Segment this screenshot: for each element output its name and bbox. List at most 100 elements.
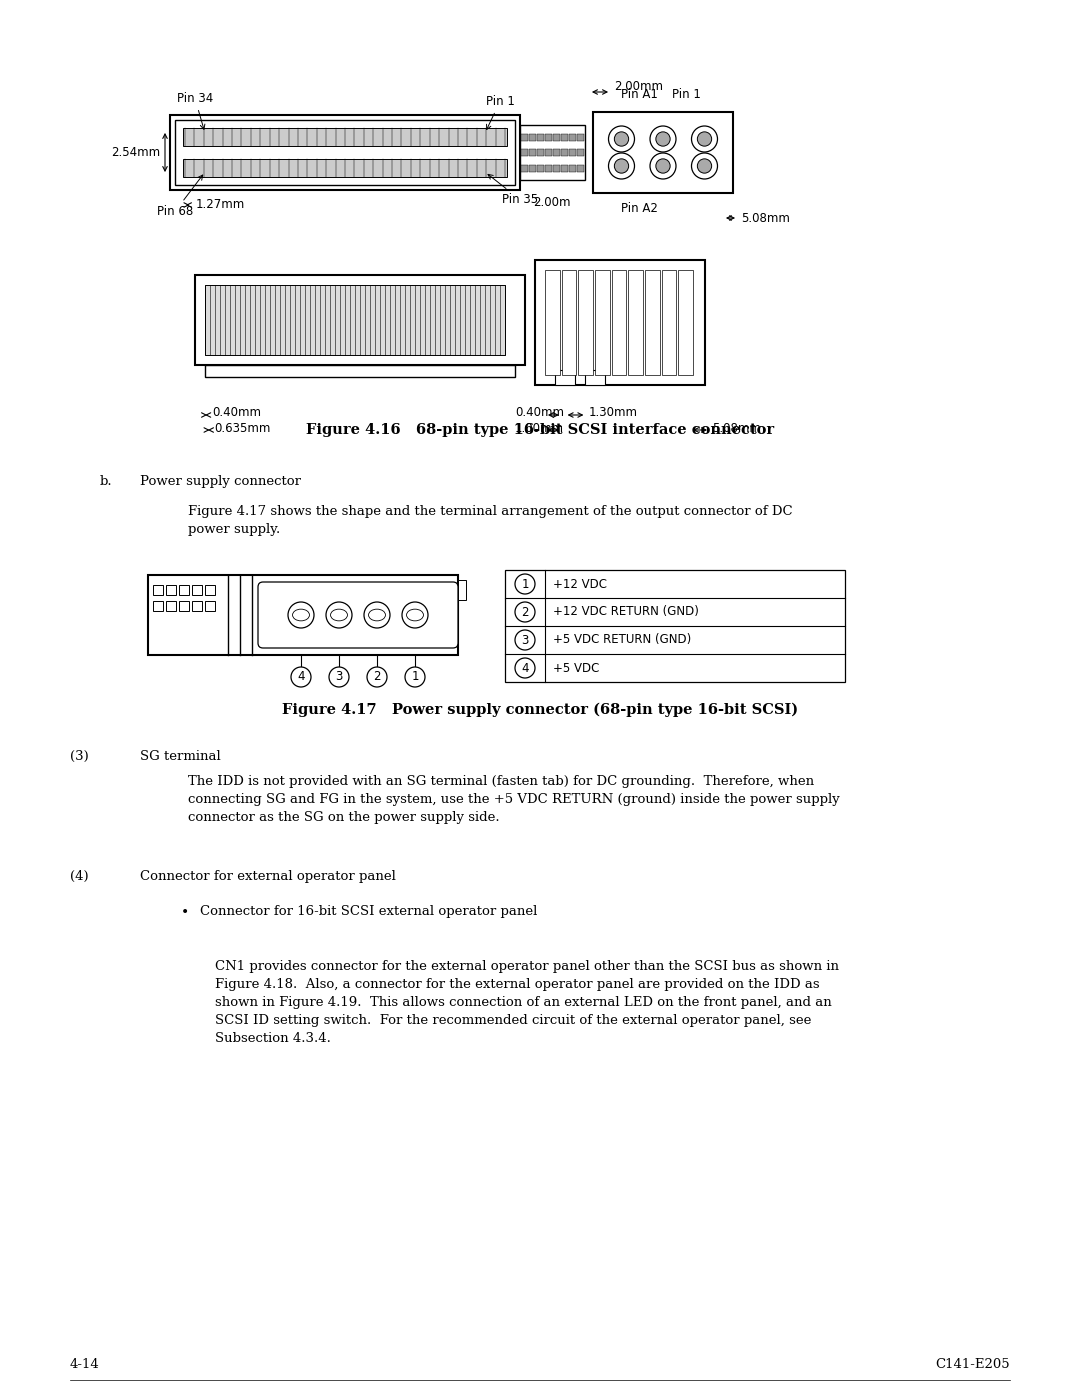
Circle shape bbox=[615, 131, 629, 147]
Text: 4: 4 bbox=[297, 671, 305, 683]
Bar bbox=[537, 134, 544, 141]
Bar bbox=[535, 260, 705, 386]
Bar bbox=[179, 585, 189, 595]
Circle shape bbox=[405, 666, 426, 687]
Bar bbox=[629, 270, 643, 374]
Bar bbox=[555, 370, 575, 386]
Bar bbox=[175, 120, 515, 184]
Text: CN1 provides connector for the external operator panel other than the SCSI bus a: CN1 provides connector for the external … bbox=[215, 960, 839, 972]
Circle shape bbox=[326, 602, 352, 629]
Bar bbox=[577, 165, 584, 172]
Text: Power supply connector: Power supply connector bbox=[140, 475, 301, 488]
Circle shape bbox=[656, 159, 671, 173]
FancyBboxPatch shape bbox=[258, 583, 458, 648]
Bar bbox=[545, 165, 552, 172]
Text: +12 VDC RETURN (GND): +12 VDC RETURN (GND) bbox=[553, 605, 699, 619]
Text: 1.00mm: 1.00mm bbox=[515, 422, 564, 434]
Circle shape bbox=[698, 159, 712, 173]
Text: Pin 1: Pin 1 bbox=[672, 88, 701, 101]
Bar bbox=[148, 576, 458, 655]
Text: 2.00mm: 2.00mm bbox=[615, 81, 663, 94]
Bar bbox=[205, 285, 505, 355]
Circle shape bbox=[288, 602, 314, 629]
Text: •: • bbox=[180, 905, 189, 919]
Bar bbox=[183, 159, 507, 177]
Text: 3: 3 bbox=[335, 671, 342, 683]
Text: 1: 1 bbox=[411, 671, 419, 683]
Text: connecting SG and FG in the system, use the +5 VDC RETURN (ground) inside the po: connecting SG and FG in the system, use … bbox=[188, 793, 840, 806]
Bar bbox=[505, 570, 845, 682]
Circle shape bbox=[650, 154, 676, 179]
Bar bbox=[545, 134, 552, 141]
Text: 3: 3 bbox=[522, 633, 529, 647]
Text: Figure 4.17   Power supply connector (68-pin type 16-bit SCSI): Figure 4.17 Power supply connector (68-p… bbox=[282, 703, 798, 717]
Bar bbox=[529, 165, 536, 172]
Bar bbox=[166, 585, 176, 595]
Bar bbox=[521, 165, 528, 172]
Text: The IDD is not provided with an SG terminal (fasten tab) for DC grounding.  Ther: The IDD is not provided with an SG termi… bbox=[188, 775, 814, 788]
Text: connector as the SG on the power supply side.: connector as the SG on the power supply … bbox=[188, 812, 500, 824]
Bar bbox=[192, 585, 202, 595]
Text: 1.30mm: 1.30mm bbox=[589, 407, 637, 419]
Bar bbox=[593, 112, 733, 193]
Text: 1: 1 bbox=[522, 577, 529, 591]
Circle shape bbox=[515, 630, 535, 650]
Bar bbox=[585, 370, 605, 386]
Bar bbox=[561, 134, 568, 141]
Bar bbox=[545, 270, 559, 374]
Text: Pin 1: Pin 1 bbox=[486, 95, 514, 130]
Circle shape bbox=[691, 154, 717, 179]
Bar bbox=[521, 149, 528, 156]
Bar bbox=[170, 115, 519, 190]
Bar bbox=[553, 134, 561, 141]
Text: Connector for external operator panel: Connector for external operator panel bbox=[140, 870, 396, 883]
Text: Connector for 16-bit SCSI external operator panel: Connector for 16-bit SCSI external opera… bbox=[200, 905, 538, 918]
Bar bbox=[678, 270, 693, 374]
Bar bbox=[561, 165, 568, 172]
Bar bbox=[645, 270, 660, 374]
Bar bbox=[529, 149, 536, 156]
Circle shape bbox=[291, 666, 311, 687]
Text: C141-E205: C141-E205 bbox=[935, 1358, 1010, 1370]
Circle shape bbox=[656, 131, 671, 147]
Bar bbox=[458, 580, 465, 599]
Circle shape bbox=[515, 574, 535, 594]
Circle shape bbox=[615, 159, 629, 173]
Bar bbox=[569, 165, 576, 172]
Text: 2.54mm: 2.54mm bbox=[111, 147, 160, 159]
Bar bbox=[553, 165, 561, 172]
Circle shape bbox=[650, 126, 676, 152]
Circle shape bbox=[364, 602, 390, 629]
Bar bbox=[569, 134, 576, 141]
Bar bbox=[569, 149, 576, 156]
Circle shape bbox=[329, 666, 349, 687]
Text: Pin 35: Pin 35 bbox=[488, 175, 538, 205]
Text: 2.00m: 2.00m bbox=[534, 197, 570, 210]
Bar bbox=[153, 601, 163, 610]
Text: SG terminal: SG terminal bbox=[140, 750, 220, 763]
Bar bbox=[553, 149, 561, 156]
Text: Figure 4.17 shows the shape and the terminal arrangement of the output connector: Figure 4.17 shows the shape and the term… bbox=[188, 504, 793, 518]
Circle shape bbox=[608, 126, 635, 152]
Circle shape bbox=[515, 658, 535, 678]
Bar bbox=[537, 165, 544, 172]
Bar bbox=[205, 365, 515, 377]
Bar bbox=[205, 601, 215, 610]
Circle shape bbox=[691, 126, 717, 152]
Text: +12 VDC: +12 VDC bbox=[553, 577, 607, 591]
Bar bbox=[519, 124, 585, 180]
Bar bbox=[521, 134, 528, 141]
Text: 0.635mm: 0.635mm bbox=[215, 422, 271, 434]
Text: b.: b. bbox=[100, 475, 112, 488]
Text: 4: 4 bbox=[522, 662, 529, 675]
Text: (4): (4) bbox=[70, 870, 89, 883]
Bar bbox=[166, 601, 176, 610]
Bar bbox=[577, 149, 584, 156]
Bar bbox=[578, 270, 593, 374]
Circle shape bbox=[515, 602, 535, 622]
Text: 2: 2 bbox=[374, 671, 381, 683]
Bar bbox=[561, 149, 568, 156]
Text: (3): (3) bbox=[70, 750, 89, 763]
Bar bbox=[153, 585, 163, 595]
Text: +5 VDC RETURN (GND): +5 VDC RETURN (GND) bbox=[553, 633, 691, 647]
